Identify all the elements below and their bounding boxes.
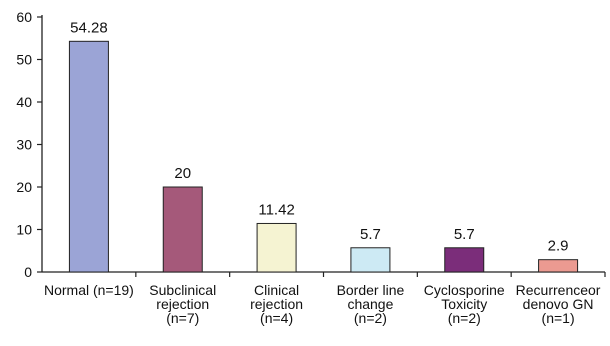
bars	[68, 40, 579, 273]
data-label: 2.9	[548, 238, 569, 255]
data-label: 11.42	[258, 201, 294, 218]
bar	[256, 222, 297, 273]
x-tick-label: Clinical	[254, 282, 299, 298]
category-labels: Normal (n=19) Subclinicalrejection(n=7)Cl…	[44, 282, 601, 326]
x-tick-label: Subclinical	[149, 282, 216, 298]
data-label: 5.7	[454, 226, 475, 243]
y-tick-label: 0	[24, 264, 32, 280]
bar	[538, 259, 579, 273]
x-tick-label: Normal (n=19)	[44, 282, 134, 298]
x-tick-label: rejection	[250, 296, 303, 312]
x-tick-label: (n=4)	[260, 310, 293, 326]
y-tick-label: 60	[16, 9, 32, 25]
x-tick-label: (n=1)	[542, 310, 575, 326]
y-tick-label: 10	[16, 222, 32, 238]
y-axis: 0 10 20 30 40 50 60	[16, 9, 43, 280]
data-label: 54.28	[70, 19, 108, 36]
x-tick-label: Cyclosporine	[424, 282, 505, 298]
bar	[444, 247, 485, 273]
x-tick-label: change	[347, 296, 393, 312]
data-label: 5.7	[360, 226, 381, 243]
x-axis	[42, 271, 606, 277]
y-tick-label: 20	[16, 179, 32, 195]
y-tick-label: 30	[16, 137, 32, 153]
data-label: 20	[174, 165, 191, 182]
bar	[68, 40, 109, 273]
y-tick-label: 50	[16, 52, 32, 68]
x-tick-label: Border line	[337, 282, 405, 298]
x-tick-label: (n=7)	[166, 310, 199, 326]
x-tick-label: denovo GN	[523, 296, 594, 312]
x-tick-label: (n=2)	[354, 310, 387, 326]
value-labels: 54.28 20 11.42 5.7 5.7 2.9	[70, 19, 568, 254]
x-tick-label: rejection	[156, 296, 209, 312]
x-tick-label: Toxicity	[441, 296, 487, 312]
bar	[350, 247, 391, 273]
x-tick-label: (n=2)	[448, 310, 481, 326]
bar	[162, 186, 203, 273]
x-tick-label: Recurrenceor	[516, 282, 601, 298]
y-tick-label: 40	[16, 94, 32, 110]
